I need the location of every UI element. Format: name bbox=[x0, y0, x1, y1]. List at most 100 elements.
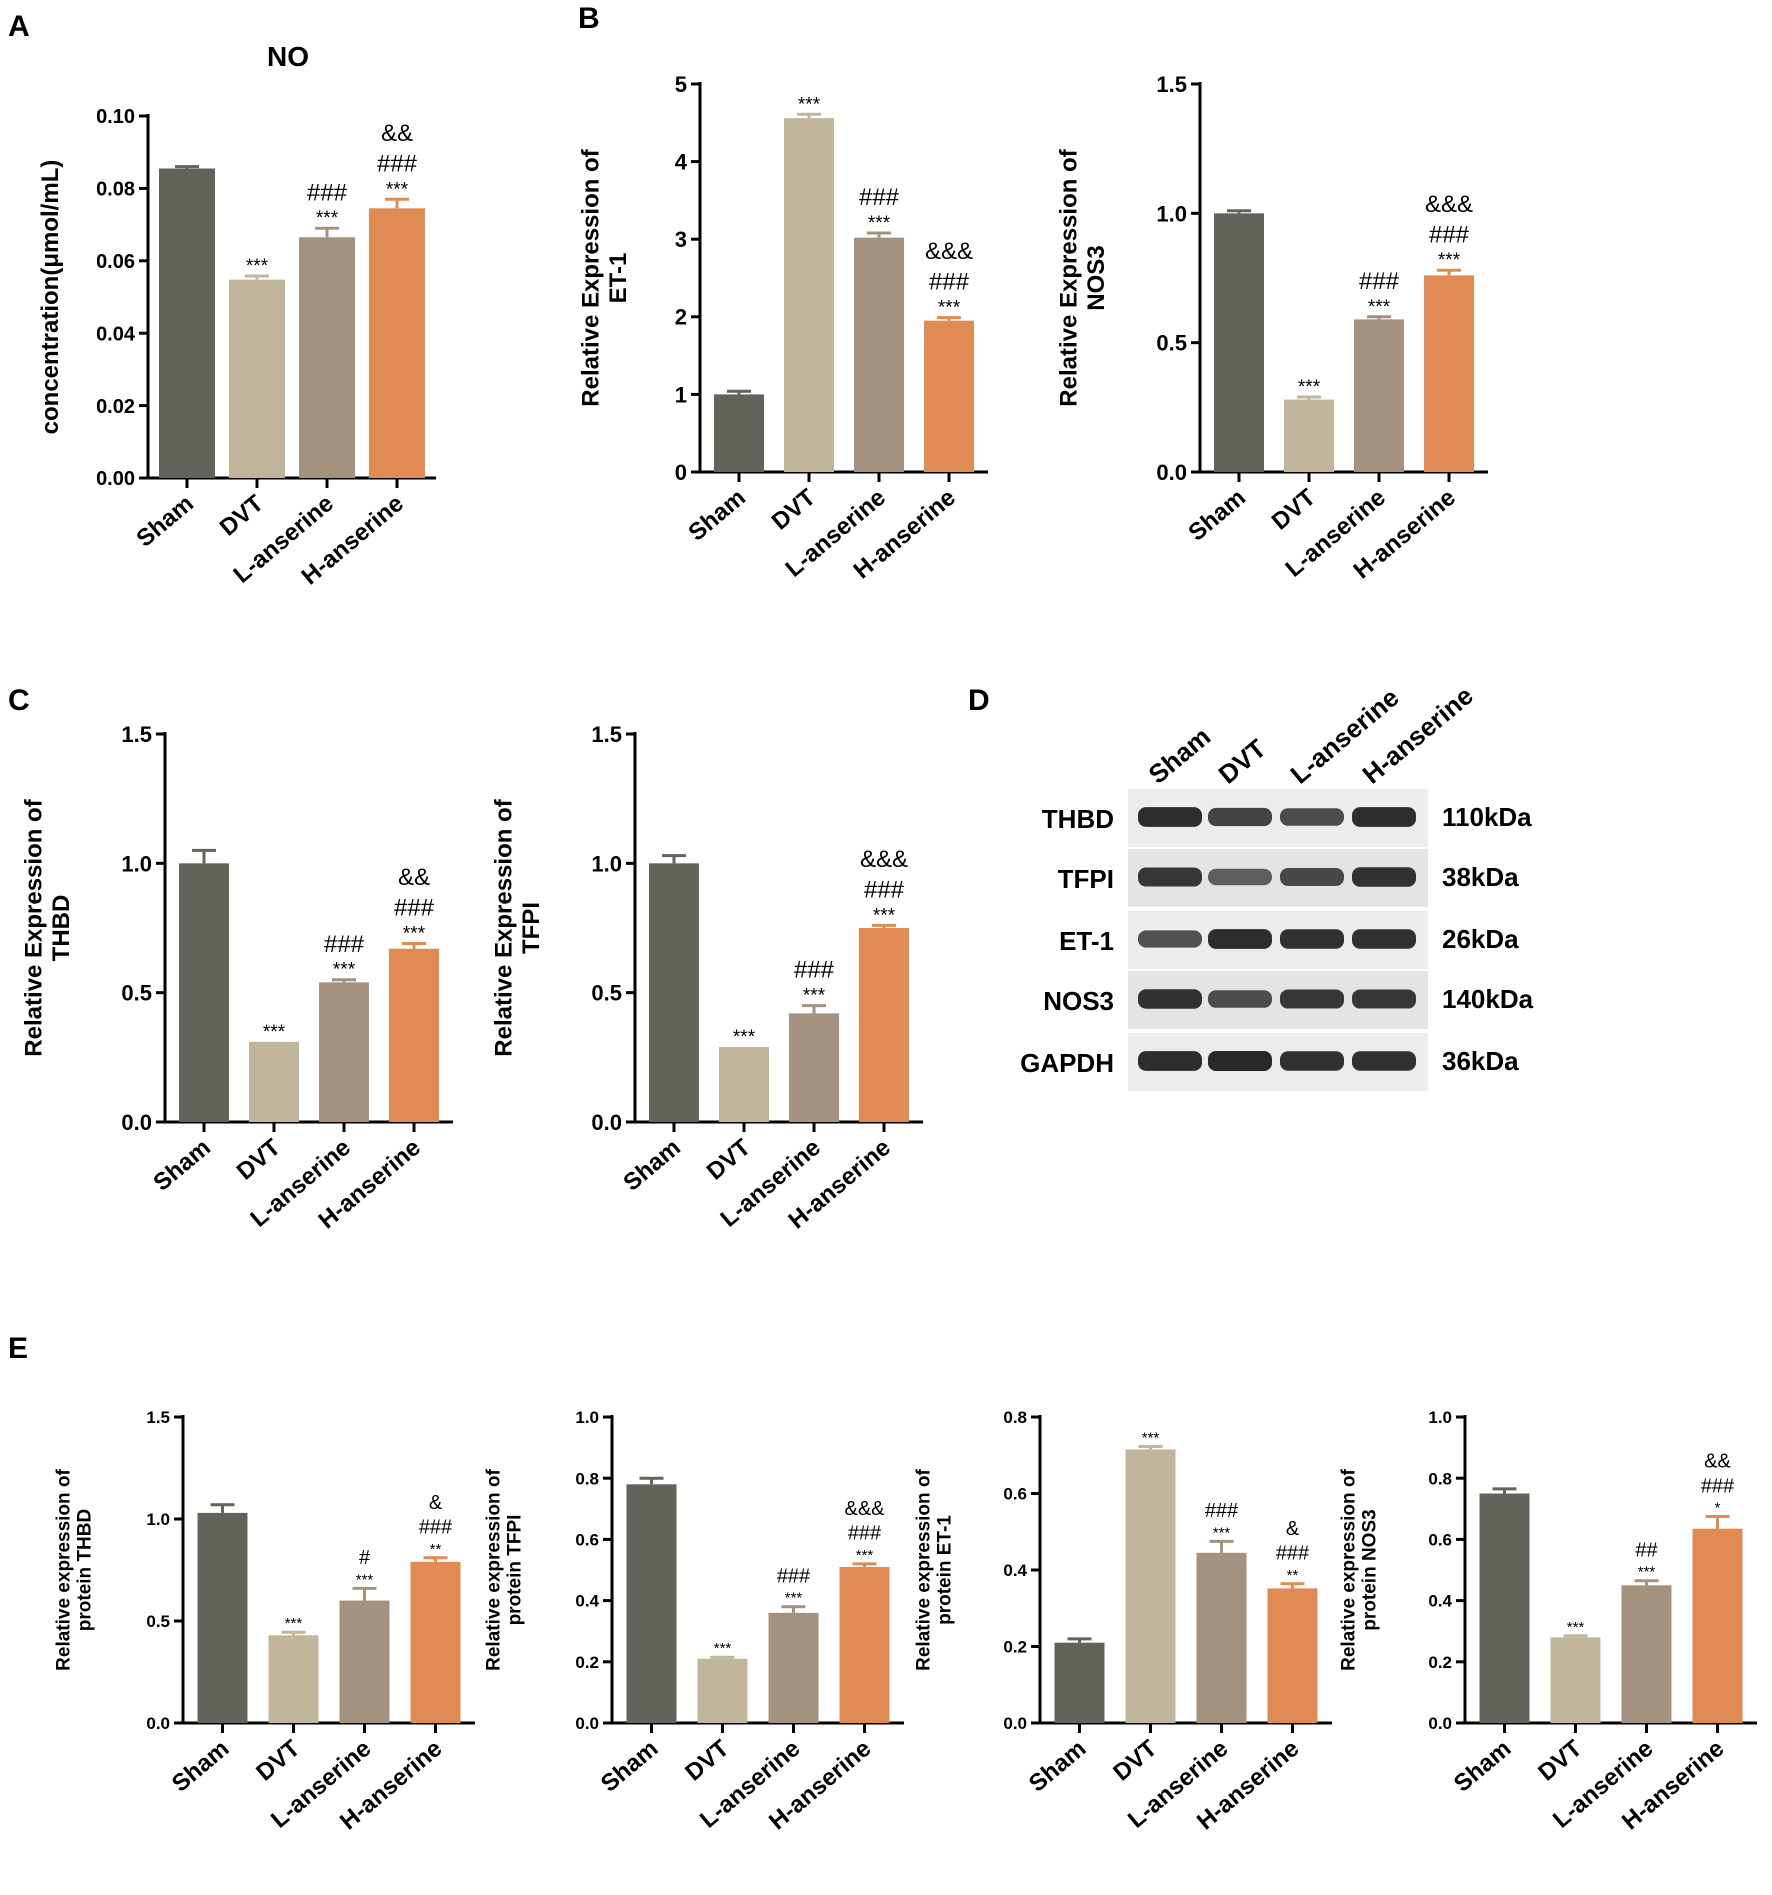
y-tick-label: 0.4 bbox=[575, 1592, 599, 1611]
significance-mark: *** bbox=[803, 986, 826, 1007]
y-tick-label: 4 bbox=[675, 150, 688, 175]
bar-h-anserine bbox=[1424, 275, 1474, 472]
y-tick-label: 3 bbox=[675, 227, 687, 252]
bar-sham bbox=[1479, 1493, 1530, 1723]
significance-mark: *** bbox=[285, 1615, 303, 1632]
y-tick-label: 2 bbox=[675, 305, 687, 330]
chart-c-thbd: 0.0 0.5 1.0 1.5 Relative Expression of THBD Sh… bbox=[20, 722, 453, 1234]
y-axis-label: protein NOS3 bbox=[1360, 1509, 1381, 1630]
y-tick-label: 0.0 bbox=[575, 1714, 599, 1733]
bar-h-anserine bbox=[1267, 1588, 1318, 1723]
y-tick-label: 1.0 bbox=[121, 851, 152, 876]
bar-h-anserine bbox=[1692, 1528, 1743, 1723]
significance-mark: ** bbox=[1287, 1567, 1299, 1584]
bar-dvt bbox=[697, 1658, 748, 1723]
significance-mark: *** bbox=[1142, 1429, 1160, 1446]
y-axis-label: NOS3 bbox=[1083, 245, 1110, 310]
blot-kda-label: 26kDa bbox=[1442, 924, 1519, 954]
significance-mark: *** bbox=[263, 1022, 286, 1043]
significance-mark: *** bbox=[1213, 1524, 1231, 1541]
y-tick-label: 0.2 bbox=[575, 1653, 599, 1672]
blot-band bbox=[1280, 808, 1344, 826]
significance-mark: &&& bbox=[844, 1498, 885, 1520]
bar-sham bbox=[197, 1512, 248, 1723]
chart-e-tfpi: 0.0 0.2 0.4 0.6 0.8 1.0 Relative expression of… bbox=[483, 1408, 904, 1835]
x-tick-label: Sham bbox=[1449, 1735, 1516, 1798]
significance-mark: *** bbox=[386, 179, 409, 200]
significance-mark: *** bbox=[1298, 377, 1321, 398]
bar-h-anserine bbox=[924, 320, 974, 472]
blot-lane-label: DVT bbox=[1213, 733, 1272, 789]
bar-l-anserine bbox=[1621, 1585, 1672, 1723]
blot-protein-label: ET-1 bbox=[1059, 926, 1114, 956]
x-tick-label: DVT bbox=[1108, 1735, 1162, 1787]
chart-e-nos3: 0.0 0.2 0.4 0.6 0.8 1.0 Relative expression of… bbox=[1338, 1408, 1757, 1835]
y-tick-label: 0.2 bbox=[1428, 1653, 1452, 1672]
blot-kda-label: 38kDa bbox=[1442, 862, 1519, 892]
bar-h-anserine bbox=[410, 1561, 461, 1723]
blot-band bbox=[1138, 1051, 1202, 1071]
y-tick-label: 0.5 bbox=[1156, 331, 1187, 356]
y-tick-label: 1.0 bbox=[1428, 1408, 1452, 1427]
y-axis-label: ET-1 bbox=[605, 253, 632, 304]
y-axis-label: Relative expression of bbox=[483, 1468, 504, 1670]
bar-sham bbox=[1054, 1642, 1105, 1723]
significance-mark: ### bbox=[794, 957, 835, 984]
significance-mark: && bbox=[1704, 1451, 1731, 1473]
y-tick-label: 1.0 bbox=[591, 851, 622, 876]
y-axis-label: TFPI bbox=[518, 902, 545, 954]
y-axis-label: protein ET-1 bbox=[935, 1515, 956, 1625]
significance-mark: *** bbox=[1368, 297, 1391, 318]
x-tick-label: DVT bbox=[680, 1735, 734, 1787]
significance-mark: ### bbox=[1359, 268, 1400, 295]
y-tick-label: 1.0 bbox=[1156, 201, 1187, 226]
x-tick-label: Sham bbox=[1024, 1735, 1091, 1798]
bar-sham bbox=[179, 863, 229, 1122]
y-tick-label: 0.0 bbox=[1003, 1714, 1027, 1733]
blot-kda-label: 36kDa bbox=[1442, 1046, 1519, 1076]
blot-band bbox=[1280, 989, 1344, 1009]
blot-kda-label: 110kDa bbox=[1442, 802, 1532, 832]
y-axis-label: Relative Expression of bbox=[577, 148, 604, 406]
y-tick-label: 0.02 bbox=[96, 396, 135, 418]
blot-band bbox=[1352, 1051, 1416, 1071]
chart-b-nos3: 0.0 0.5 1.0 1.5 Relative Expression of NOS3 Sh… bbox=[1055, 72, 1488, 584]
significance-mark: * bbox=[1715, 1499, 1721, 1516]
blot-band bbox=[1208, 807, 1272, 827]
significance-mark: *** bbox=[316, 208, 339, 229]
y-tick-label: 0.0 bbox=[121, 1110, 152, 1135]
blot-band bbox=[1208, 929, 1272, 949]
x-tick-label: DVT bbox=[232, 1134, 286, 1186]
significance-mark: # bbox=[359, 1547, 371, 1569]
bar-dvt bbox=[229, 279, 285, 478]
y-tick-label: 0.04 bbox=[96, 323, 136, 345]
blot-band bbox=[1138, 930, 1202, 948]
y-tick-label: 0.00 bbox=[96, 468, 135, 490]
bar-l-anserine bbox=[339, 1600, 390, 1723]
panel-label-e: E bbox=[8, 1332, 28, 1365]
x-tick-label: Sham bbox=[131, 490, 198, 553]
significance-mark: &&& bbox=[925, 238, 973, 265]
y-axis-label: protein TFPI bbox=[505, 1515, 526, 1626]
bar-dvt bbox=[784, 118, 834, 473]
bar-sham bbox=[1214, 213, 1264, 473]
blot-kda-label: 140kDa bbox=[1442, 984, 1534, 1014]
y-tick-label: 0.4 bbox=[1003, 1561, 1027, 1580]
significance-mark: ** bbox=[430, 1541, 442, 1558]
y-tick-label: 1.5 bbox=[1156, 72, 1187, 97]
x-tick-label: Sham bbox=[1183, 484, 1250, 547]
x-tick-label: DVT bbox=[215, 490, 269, 542]
significance-mark: *** bbox=[785, 1590, 803, 1607]
bar-l-anserine bbox=[1196, 1552, 1247, 1723]
bar-dvt bbox=[719, 1046, 769, 1122]
blot-protein-label: TFPI bbox=[1058, 864, 1114, 894]
blot-protein-label: GAPDH bbox=[1020, 1048, 1114, 1078]
y-axis-label: concentration(μmol/mL) bbox=[37, 160, 64, 435]
y-axis-label: THBD bbox=[48, 895, 75, 962]
significance-mark: *** bbox=[714, 1640, 732, 1657]
significance-mark: &&& bbox=[1425, 191, 1473, 218]
bar-dvt bbox=[1125, 1449, 1176, 1723]
y-axis-label: Relative expression of bbox=[53, 1468, 74, 1670]
